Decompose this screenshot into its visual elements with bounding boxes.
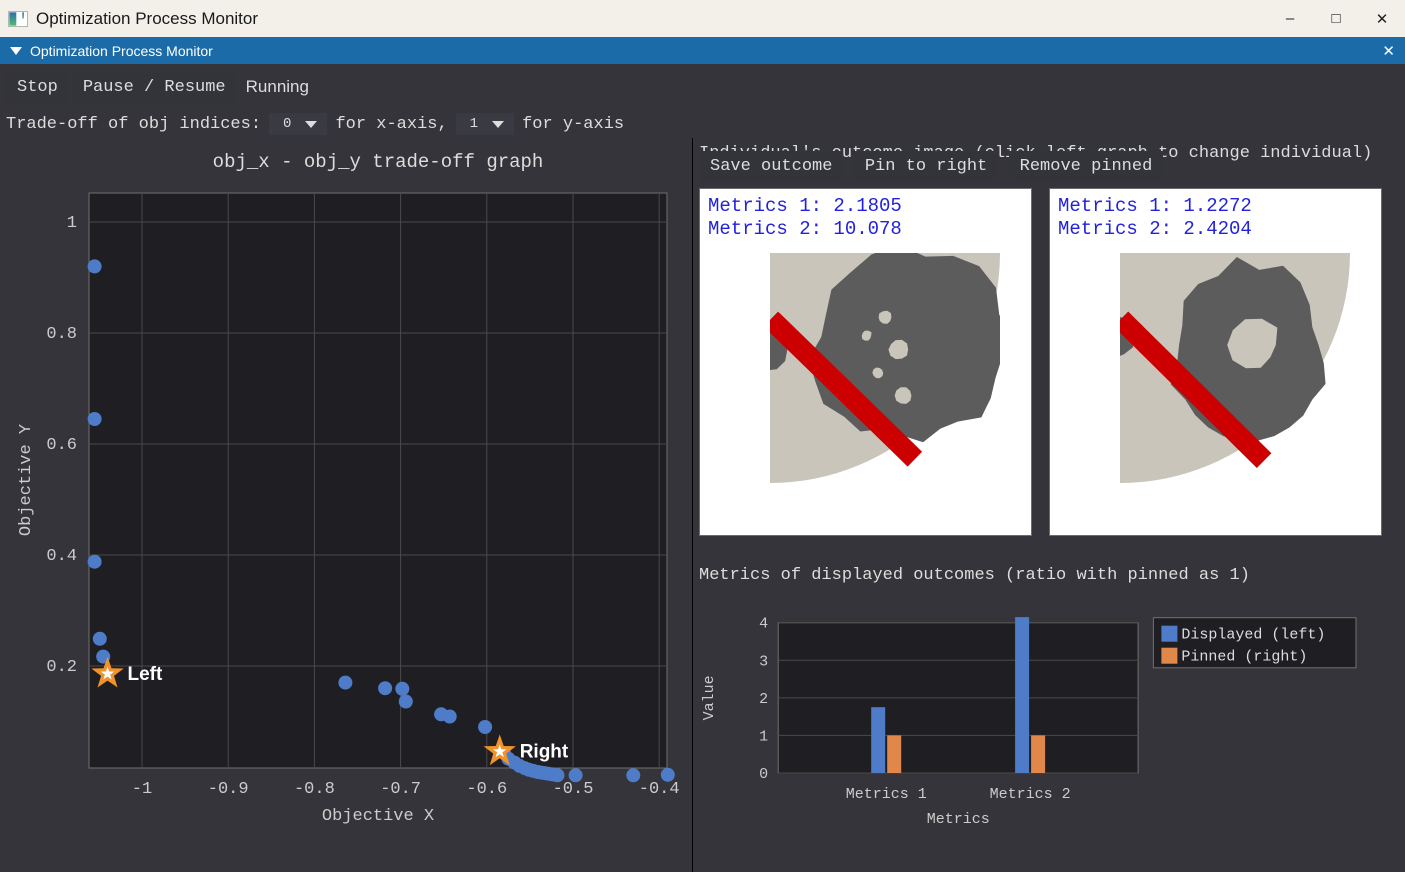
- svg-text:3: 3: [759, 653, 768, 670]
- svg-text:-0.9: -0.9: [208, 780, 249, 799]
- svg-text:0.8: 0.8: [46, 325, 77, 344]
- svg-text:Objective X: Objective X: [322, 807, 434, 826]
- svg-text:2: 2: [759, 691, 768, 708]
- svg-text:-0.5: -0.5: [553, 780, 594, 799]
- svg-text:Metrics: Metrics: [927, 811, 990, 828]
- svg-text:Displayed (left): Displayed (left): [1181, 627, 1325, 644]
- svg-text:0: 0: [759, 766, 768, 783]
- svg-text:-1: -1: [132, 780, 152, 799]
- svg-text:Left: Left: [128, 664, 164, 685]
- svg-text:Objective Y: Objective Y: [17, 424, 36, 536]
- svg-text:-0.6: -0.6: [466, 780, 507, 799]
- svg-text:Value: Value: [701, 675, 718, 720]
- svg-text:Right: Right: [520, 742, 569, 763]
- svg-text:1: 1: [67, 214, 77, 233]
- svg-text:1: 1: [759, 728, 768, 745]
- svg-text:Pinned (right): Pinned (right): [1181, 649, 1307, 666]
- svg-text:-0.4: -0.4: [639, 780, 680, 799]
- svg-text:0.6: 0.6: [46, 436, 77, 455]
- svg-text:-0.8: -0.8: [294, 780, 335, 799]
- svg-text:0.4: 0.4: [46, 547, 77, 566]
- svg-text:Metrics 2: Metrics 2: [990, 786, 1071, 803]
- svg-text:4: 4: [759, 616, 768, 633]
- svg-text:Metrics 1: Metrics 1: [846, 786, 927, 803]
- svg-text:-0.7: -0.7: [380, 780, 421, 799]
- svg-text:0.2: 0.2: [46, 658, 77, 677]
